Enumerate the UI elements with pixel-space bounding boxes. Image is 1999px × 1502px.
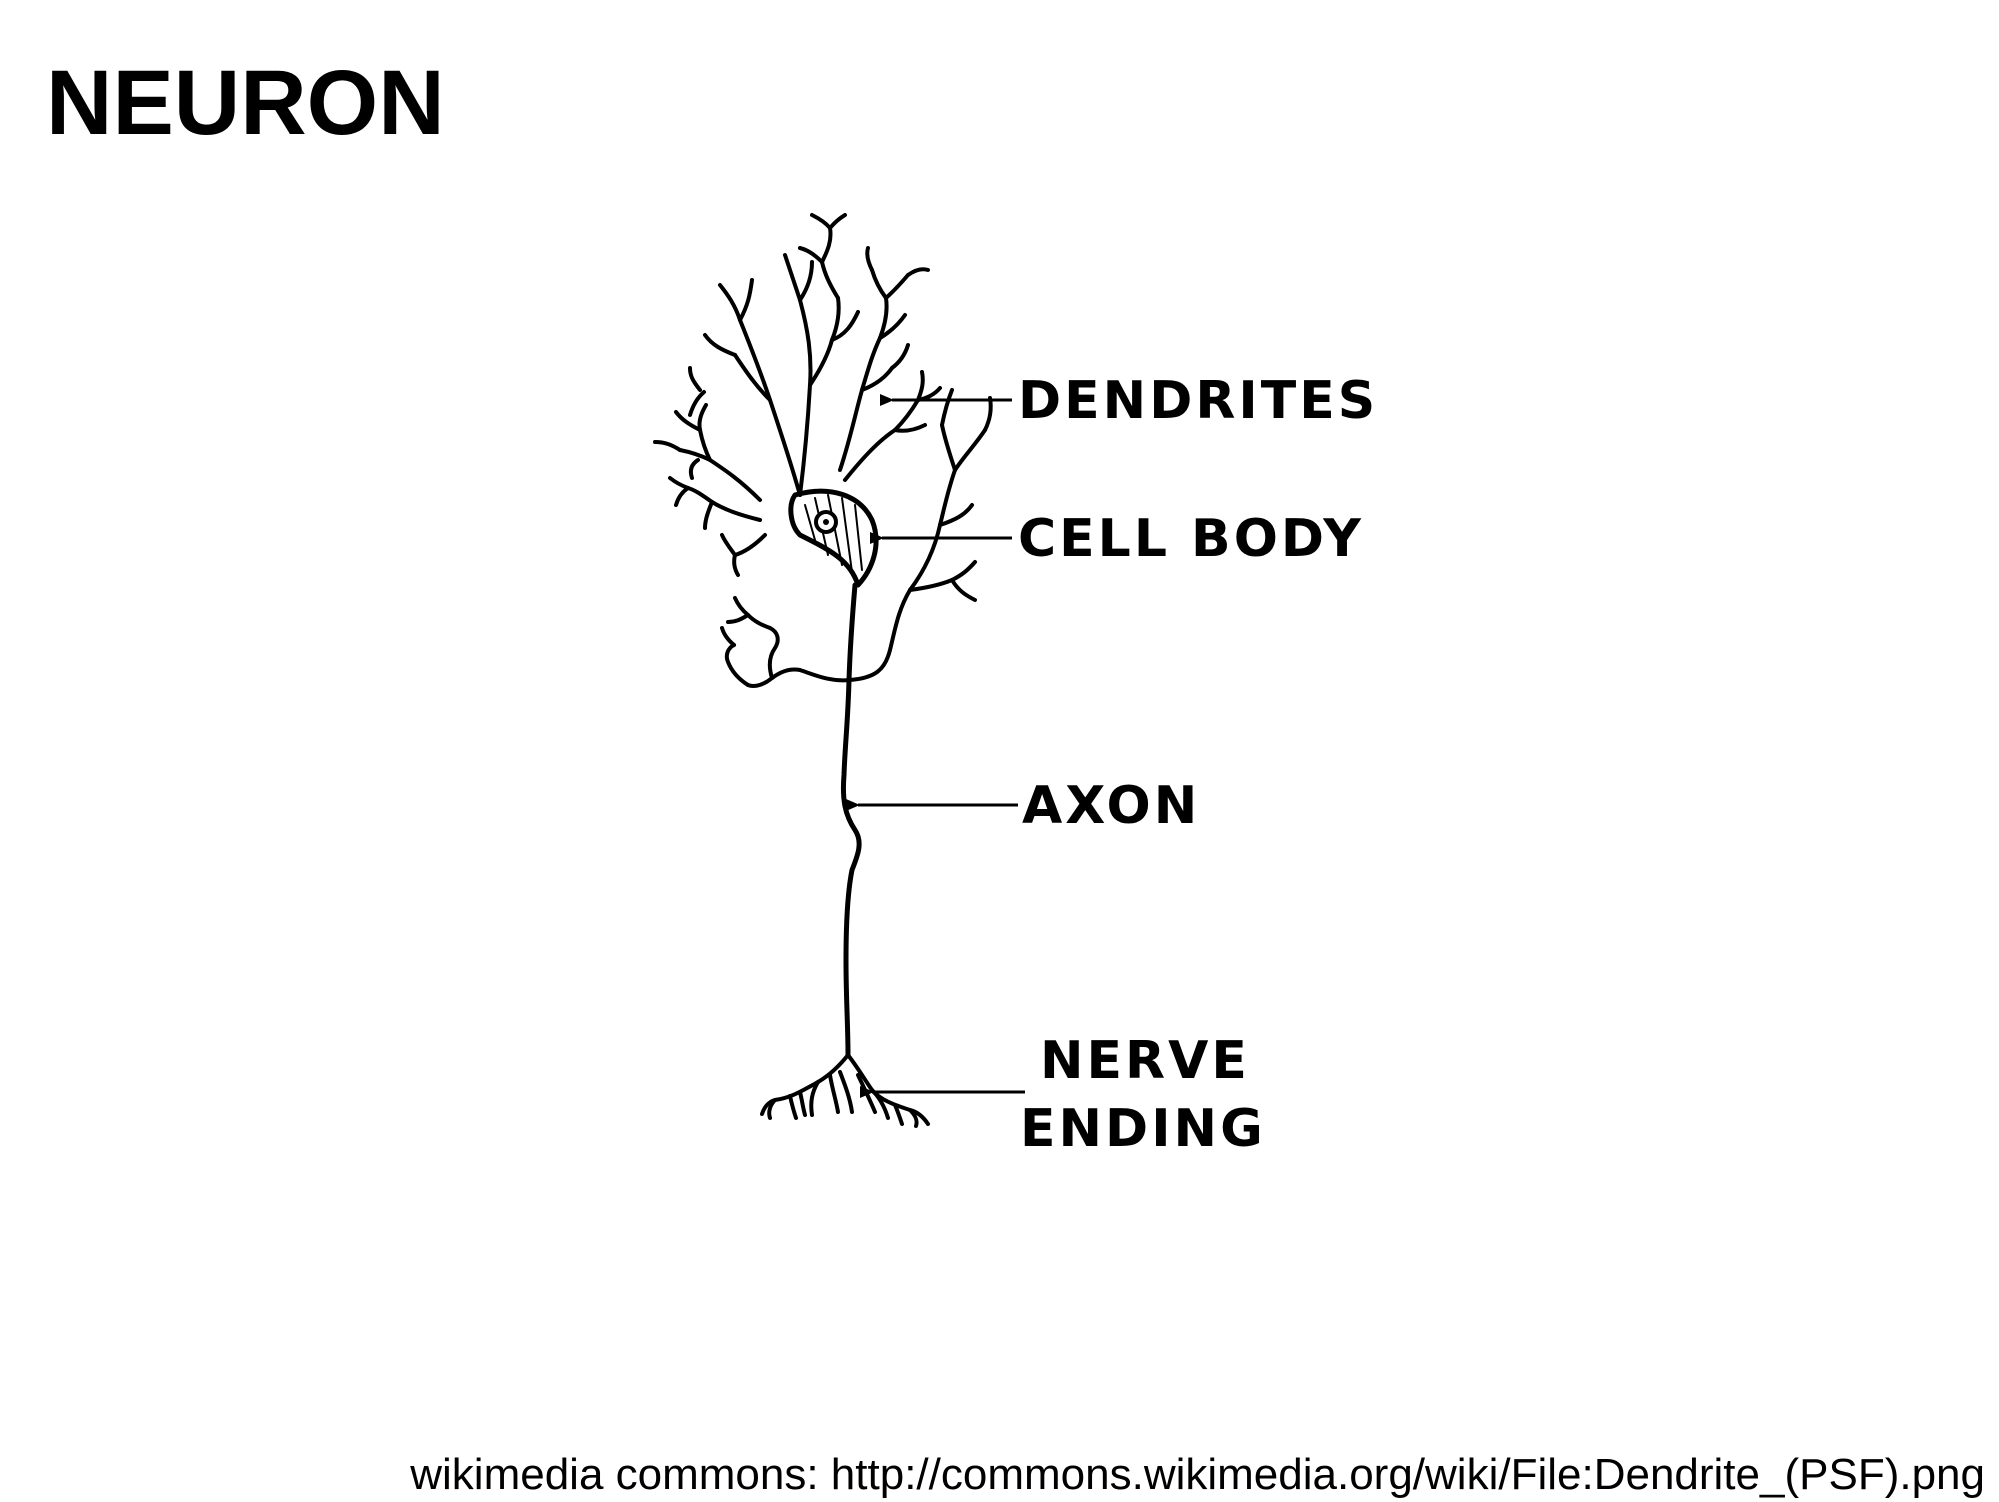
nerve-ending-drawing [760,1053,930,1128]
axon-drawing [840,582,862,1058]
nerve-ending-label-line2: ENDING [1020,1099,1266,1159]
branch-drawing [720,388,993,689]
cell-body-label: CELL BODY [1018,509,1364,569]
cell-body-drawing [788,488,879,588]
dendrites-drawing [653,213,942,577]
arrows [846,394,1025,1098]
slide-title: NEURON [46,52,445,154]
nerve-ending-label-line1: NERVE [1040,1031,1250,1091]
axon-label: AXON [1022,776,1200,836]
source-caption: wikimedia commons: http://commons.wikime… [410,1450,1985,1499]
dendrites-label: DENDRITES [1018,371,1378,431]
